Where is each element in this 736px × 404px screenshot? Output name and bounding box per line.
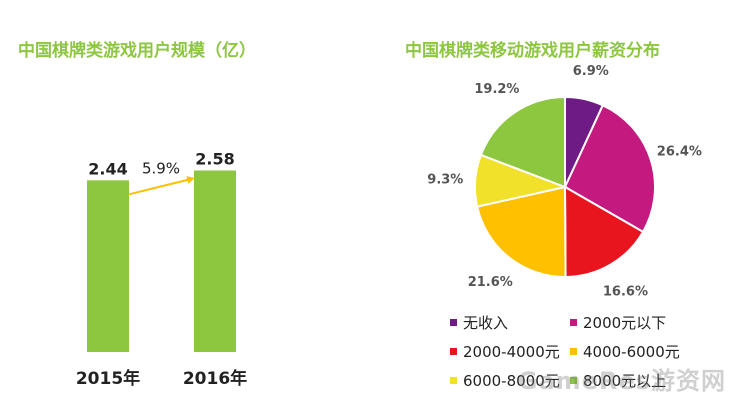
legend-swatch xyxy=(570,377,577,384)
bar-category-label: 2016年 xyxy=(183,368,247,389)
legend-label: 2000-4000元 xyxy=(463,343,560,361)
legend-label: 8000元以上 xyxy=(583,372,667,390)
pie-slice-5 xyxy=(479,95,566,189)
bar-category-label: 2015年 xyxy=(76,368,140,389)
bar-chart-title: 中国棋牌类游戏用户规模（亿） xyxy=(18,41,256,61)
pie-slice-1 xyxy=(563,103,656,234)
pie-slice-label: 26.4% xyxy=(657,145,702,160)
legend-item: 无收入 xyxy=(450,312,570,333)
pie-chart-title: 中国棋牌类移动游戏用户薪资分布 xyxy=(405,41,660,61)
legend-label: 4000-6000元 xyxy=(583,343,680,361)
legend-item: 2000-4000元 xyxy=(450,341,570,362)
legend-swatch xyxy=(450,348,457,355)
bar-2015年 xyxy=(87,180,129,352)
pie-slice-2 xyxy=(563,185,645,279)
legend-item: 4000-6000元 xyxy=(570,341,710,362)
bar-2016年 xyxy=(194,170,236,352)
growth-label: 5.9% xyxy=(142,159,180,177)
legend-swatch xyxy=(450,319,457,326)
bar-value-label: 2.44 xyxy=(88,159,127,178)
bar-value-label: 2.58 xyxy=(195,149,234,168)
legend-item: 2000元以下 xyxy=(570,312,710,333)
pie-slice-3 xyxy=(475,185,567,278)
legend-label: 2000元以下 xyxy=(583,314,667,332)
pie-slice-label: 19.2% xyxy=(474,82,519,97)
pie-slice-label: 6.9% xyxy=(573,64,609,79)
pie-slice-label: 21.6% xyxy=(468,275,513,290)
legend-swatch xyxy=(570,319,577,326)
legend-label: 无收入 xyxy=(463,314,509,332)
pie-slice-label: 16.6% xyxy=(603,285,648,300)
legend-label: 6000-8000元 xyxy=(463,372,560,390)
pie-slice-label: 9.3% xyxy=(427,172,463,187)
legend-swatch xyxy=(570,348,577,355)
legend-item: 6000-8000元 xyxy=(450,370,570,391)
legend-item: 8000元以上 xyxy=(570,370,710,391)
growth-arrow xyxy=(128,176,195,196)
watermark: GameRes游资网 xyxy=(517,367,726,395)
legend-swatch xyxy=(450,377,457,384)
pie-legend: 无收入 2000元以下 2000-4000元 4000-6000元 6000-8000元… xyxy=(450,312,720,391)
